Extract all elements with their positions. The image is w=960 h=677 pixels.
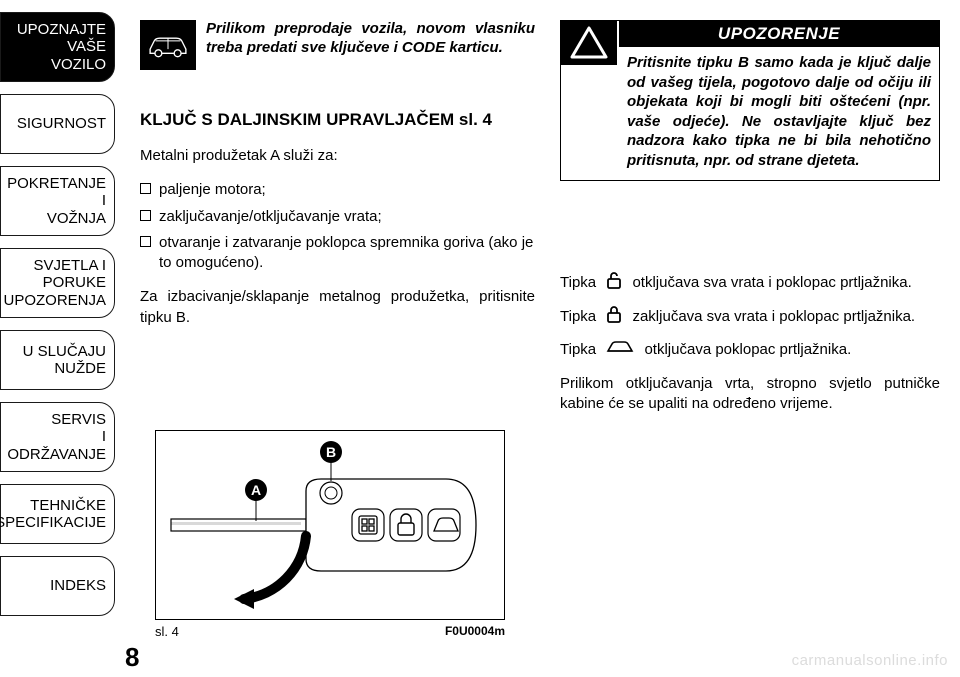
label-tipka: Tipka — [560, 274, 596, 291]
bullet-icon — [140, 210, 151, 221]
lock-all-text: zaključava sva vrata i poklopac prtljažn… — [632, 308, 915, 325]
lock-icon — [606, 305, 622, 329]
list-item: paljenje motora; — [140, 180, 535, 200]
figure-label-b: B — [320, 441, 342, 463]
tab-index[interactable]: INDEKS — [0, 556, 115, 616]
figure-label-a: A — [245, 479, 267, 501]
tab-emergency[interactable]: U SLUČAJU NUŽDE — [0, 330, 115, 390]
tab-line: U SLUČAJU — [23, 343, 106, 360]
tab-line: SPECIFIKACIJE — [0, 514, 106, 531]
unlock-all-line: Tipka otključava sva vrata i poklopac pr… — [560, 271, 940, 295]
tab-line: NUŽDE — [54, 360, 106, 377]
warning-title: UPOZORENJE — [619, 21, 939, 47]
outro-text: Za izbacivanje/sklapanje metalnog produž… — [140, 287, 535, 328]
sidebar: UPOZNAJTE VAŠE VOZILO SIGURNOST POKRETAN… — [0, 0, 115, 677]
label-tipka: Tipka — [560, 308, 596, 325]
tab-line: SVJETLA I — [33, 257, 106, 274]
tab-safety[interactable]: SIGURNOST — [0, 94, 115, 154]
resale-note-text: Prilikom preprodaje vozila, novom vlasni… — [206, 20, 535, 58]
tab-line: I — [102, 192, 106, 209]
figure-4: A B sl. 4 F0U0004m — [155, 430, 505, 639]
section-heading: KLJUČ S DALJINSKIM UPRAVLJAČEM sl. 4 — [140, 110, 535, 130]
trunk-icon — [606, 340, 634, 360]
tab-line: INDEKS — [50, 577, 106, 594]
trunk-line: Tipka otključava poklopac prtljažnika. — [560, 340, 940, 360]
list-item-text: paljenje motora; — [159, 180, 266, 200]
unlock-icon — [606, 271, 622, 295]
warning-box: UPOZORENJE Pritisnite tipku B samo kada … — [560, 20, 940, 181]
figure-frame: A B — [155, 430, 505, 620]
use-list: paljenje motora; zaključavanje/otključav… — [140, 180, 535, 273]
tab-service[interactable]: SERVIS I ODRŽAVANJE — [0, 402, 115, 472]
left-column: Prilikom preprodaje vozila, novom vlasni… — [140, 20, 535, 342]
tab-line: TEHNIČKE — [30, 497, 106, 514]
tab-line: VOZILO — [51, 56, 106, 73]
tab-line: SIGURNOST — [17, 115, 106, 132]
tab-line: POKRETANJE — [7, 175, 106, 192]
car-icon — [140, 20, 196, 70]
tab-specs[interactable]: TEHNIČKE SPECIFIKACIJE — [0, 484, 115, 544]
list-item: otvaranje i zatvaranje poklopca spremnik… — [140, 233, 535, 274]
unlock-all-text: otključava sva vrata i poklopac prtljažn… — [632, 274, 911, 291]
label-tipka: Tipka — [560, 341, 596, 358]
warning-body: Pritisnite tipku B samo kada je ključ da… — [619, 49, 939, 180]
tab-know-vehicle[interactable]: UPOZNAJTE VAŠE VOZILO — [0, 12, 115, 82]
tab-line: VOŽNJA — [47, 210, 106, 227]
tab-line: I — [102, 428, 106, 445]
intro-text: Metalni produžetak A služi za: — [140, 146, 535, 166]
tab-line: VAŠE — [67, 38, 106, 55]
list-item: zaključavanje/otključavanje vrata; — [140, 207, 535, 227]
tab-starting-driving[interactable]: POKRETANJE I VOŽNJA — [0, 166, 115, 236]
tab-lights-warnings[interactable]: SVJETLA I PORUKE UPOZORENJA — [0, 248, 115, 318]
tab-line: ODRŽAVANJE — [7, 446, 106, 463]
key-actions: Tipka otključava sva vrata i poklopac pr… — [560, 271, 940, 414]
trunk-text: otključava poklopac prtljažnika. — [644, 341, 851, 358]
figure-caption: sl. 4 F0U0004m — [155, 624, 505, 639]
tab-line: SERVIS — [51, 411, 106, 428]
tab-line: UPOZORENJA — [3, 292, 106, 309]
list-item-text: zaključavanje/otključavanje vrata; — [159, 207, 382, 227]
resale-note: Prilikom preprodaje vozila, novom vlasni… — [140, 20, 535, 70]
list-item-text: otvaranje i zatvaranje poklopca spremnik… — [159, 233, 535, 274]
bullet-icon — [140, 236, 151, 247]
bullet-icon — [140, 183, 151, 194]
figure-caption-left: sl. 4 — [155, 624, 179, 639]
watermark: carmanualsonline.info — [792, 652, 948, 669]
warning-triangle-icon — [561, 21, 617, 65]
figure-caption-code: F0U0004m — [445, 624, 505, 639]
tab-line: PORUKE — [43, 274, 106, 291]
page-number: 8 — [125, 642, 139, 673]
lock-all-line: Tipka zaključava sva vrata i poklopac pr… — [560, 305, 940, 329]
tab-line: UPOZNAJTE — [17, 21, 106, 38]
right-column: UPOZORENJE Pritisnite tipku B samo kada … — [560, 20, 940, 424]
interior-light-note: Prilikom otključavanja vrta, stropno svj… — [560, 374, 940, 415]
